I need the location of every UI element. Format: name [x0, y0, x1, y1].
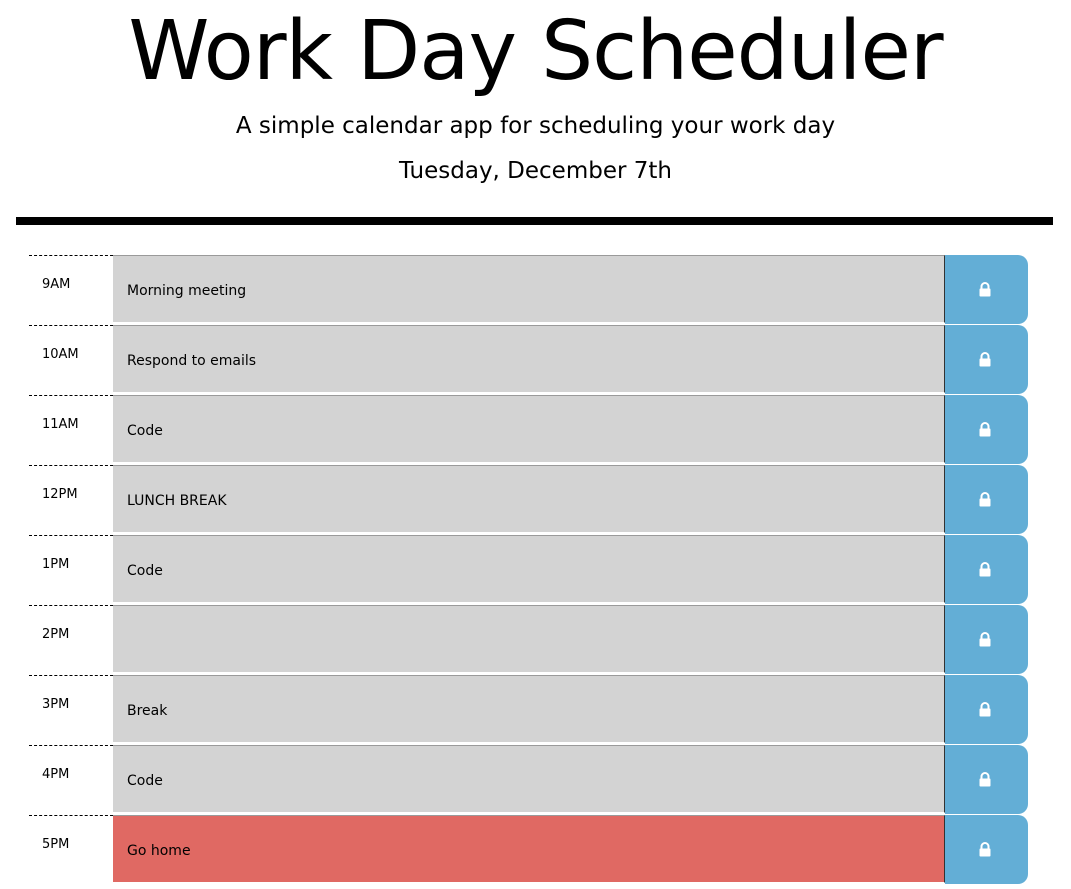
- hour-label: 1PM: [29, 535, 113, 604]
- event-description-input[interactable]: Code: [113, 745, 945, 813]
- header-divider: [16, 217, 1053, 225]
- save-button[interactable]: [945, 745, 1028, 814]
- save-button[interactable]: [945, 395, 1028, 464]
- time-block: 2PM: [29, 605, 1028, 675]
- save-button[interactable]: [945, 255, 1028, 324]
- hour-label: 11AM: [29, 395, 113, 464]
- page-subtitle: A simple calendar app for scheduling you…: [235, 113, 836, 139]
- event-description-input[interactable]: Code: [113, 395, 945, 463]
- event-description-input[interactable]: Break: [113, 675, 945, 743]
- hour-label: 2PM: [29, 605, 113, 674]
- hour-label: 10AM: [29, 325, 113, 394]
- event-description-input[interactable]: Go home: [113, 815, 945, 883]
- schedule: 9AM Morning meeting 10AM Respond to emails 1…: [29, 255, 1028, 885]
- save-button[interactable]: [945, 675, 1028, 744]
- save-button[interactable]: [945, 815, 1028, 884]
- event-description-input[interactable]: [113, 605, 945, 673]
- hour-label: 5PM: [29, 815, 113, 884]
- hour-label: 4PM: [29, 745, 113, 814]
- time-block: 10AM Respond to emails: [29, 325, 1028, 395]
- event-description-input[interactable]: Respond to emails: [113, 325, 945, 393]
- event-description-input[interactable]: Code: [113, 535, 945, 603]
- save-button[interactable]: [945, 605, 1028, 674]
- hour-label: 12PM: [29, 465, 113, 534]
- time-block: 5PM Go home: [29, 815, 1028, 885]
- event-description-input[interactable]: Morning meeting: [113, 255, 945, 323]
- save-button[interactable]: [945, 325, 1028, 394]
- hour-label: 9AM: [29, 255, 113, 324]
- event-description-input[interactable]: LUNCH BREAK: [113, 465, 945, 533]
- time-block: 1PM Code: [29, 535, 1028, 605]
- time-block: 9AM Morning meeting: [29, 255, 1028, 325]
- time-block: 12PM LUNCH BREAK: [29, 465, 1028, 535]
- save-button[interactable]: [945, 465, 1028, 534]
- hour-label: 3PM: [29, 675, 113, 744]
- time-block: 11AM Code: [29, 395, 1028, 465]
- current-day: Tuesday, December 7th: [398, 158, 672, 184]
- time-block: 4PM Code: [29, 745, 1028, 815]
- save-button[interactable]: [945, 535, 1028, 604]
- page-title: Work Day Scheduler: [128, 4, 943, 99]
- time-block: 3PM Break: [29, 675, 1028, 745]
